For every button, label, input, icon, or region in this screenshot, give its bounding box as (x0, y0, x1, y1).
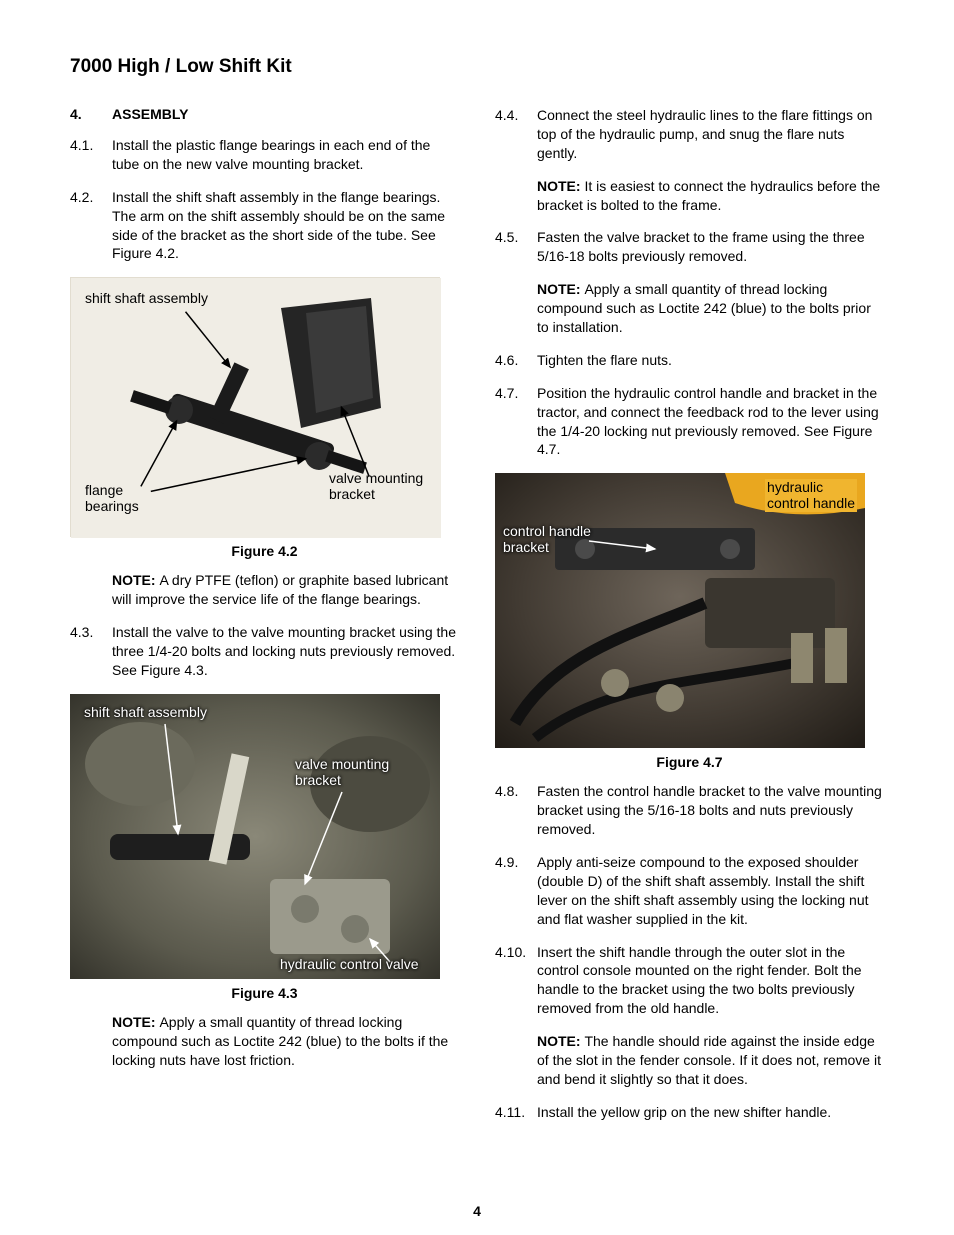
note-after-4-3: NOTE: Apply a small quantity of thread l… (112, 1013, 459, 1070)
section-number: 4. (70, 106, 112, 122)
step-4-4: 4.4. Connect the steel hydraulic lines t… (495, 106, 884, 163)
label-flange-bearings: flangebearings (85, 482, 139, 514)
page-number: 4 (0, 1203, 954, 1219)
step-4-1: 4.1. Install the plastic flange bearings… (70, 136, 459, 174)
step-4-3: 4.3. Install the valve to the valve moun… (70, 623, 459, 680)
note-label: NOTE: (537, 1033, 584, 1049)
note-text: The handle should ride against the insid… (537, 1033, 881, 1087)
figure-4-2: shift shaft assembly flangebearings valv… (70, 277, 459, 559)
right-column: 4.4. Connect the steel hydraulic lines t… (495, 106, 884, 1136)
step-4-7: 4.7. Position the hydraulic control hand… (495, 384, 884, 460)
step-4-9: 4.9. Apply anti-seize compound to the ex… (495, 853, 884, 929)
step-text: Fasten the valve bracket to the frame us… (537, 228, 884, 266)
step-text: Install the plastic flange bearings in e… (112, 136, 459, 174)
note-label: NOTE: (112, 572, 159, 588)
note-label: NOTE: (112, 1014, 159, 1030)
step-4-6: 4.6. Tighten the flare nuts. (495, 351, 884, 370)
step-number: 4.4. (495, 106, 537, 163)
note-label: NOTE: (537, 281, 584, 297)
step-text: Fasten the control handle bracket to the… (537, 782, 884, 839)
step-number: 4.2. (70, 188, 112, 264)
figure-4-3-image: shift shaft assembly valve mountingbrack… (70, 694, 440, 979)
figure-4-3: shift shaft assembly valve mountingbrack… (70, 694, 459, 1001)
step-number: 4.1. (70, 136, 112, 174)
two-column-layout: 4. ASSEMBLY 4.1. Install the plastic fla… (70, 106, 884, 1136)
note-label: NOTE: (537, 178, 584, 194)
step-text: Tighten the flare nuts. (537, 351, 884, 370)
label-control-bracket: control handlebracket (503, 523, 591, 555)
step-text: Install the valve to the valve mounting … (112, 623, 459, 680)
step-text: Connect the steel hydraulic lines to the… (537, 106, 884, 163)
note-text: It is easiest to connect the hydraulics … (537, 178, 880, 213)
left-column: 4. ASSEMBLY 4.1. Install the plastic fla… (70, 106, 459, 1136)
section-heading: 4. ASSEMBLY (70, 106, 459, 122)
note-after-4-10: NOTE: The handle should ride against the… (537, 1032, 884, 1089)
note-text: Apply a small quantity of thread locking… (537, 281, 871, 335)
step-number: 4.8. (495, 782, 537, 839)
label-hydraulic-handle: hydrauliccontrol handle (765, 479, 857, 511)
figure-4-7-caption: Figure 4.7 (495, 754, 884, 770)
section-label: ASSEMBLY (112, 106, 189, 122)
note-text: Apply a small quantity of thread locking… (112, 1014, 448, 1068)
figure-4-2-caption: Figure 4.2 (70, 543, 459, 559)
step-4-10: 4.10. Insert the shift handle through th… (495, 943, 884, 1019)
step-number: 4.11. (495, 1103, 537, 1122)
figure-4-7-callouts (495, 473, 865, 748)
label-valve-bracket: valve mountingbracket (295, 756, 389, 788)
step-number: 4.7. (495, 384, 537, 460)
step-text: Insert the shift handle through the oute… (537, 943, 884, 1019)
figure-4-3-caption: Figure 4.3 (70, 985, 459, 1001)
step-text: Apply anti-seize compound to the exposed… (537, 853, 884, 929)
figure-4-7: hydrauliccontrol handle control handlebr… (495, 473, 884, 770)
step-number: 4.10. (495, 943, 537, 1019)
label-shift-shaft: shift shaft assembly (84, 704, 207, 720)
step-text: Install the yellow grip on the new shift… (537, 1103, 884, 1122)
figure-4-3-callouts (70, 694, 440, 979)
note-after-4-4: NOTE: It is easiest to connect the hydra… (537, 177, 884, 215)
label-shift-shaft: shift shaft assembly (85, 290, 208, 306)
step-4-8: 4.8. Fasten the control handle bracket t… (495, 782, 884, 839)
step-number: 4.9. (495, 853, 537, 929)
label-valve-bracket: valve mountingbracket (329, 470, 423, 502)
page-title: 7000 High / Low Shift Kit (70, 56, 884, 78)
step-text: Position the hydraulic control handle an… (537, 384, 884, 460)
step-4-5: 4.5. Fasten the valve bracket to the fra… (495, 228, 884, 266)
step-number: 4.3. (70, 623, 112, 680)
step-4-2: 4.2. Install the shift shaft assembly in… (70, 188, 459, 264)
note-text: A dry PTFE (teflon) or graphite based lu… (112, 572, 448, 607)
step-number: 4.5. (495, 228, 537, 266)
note-after-4-2: NOTE: A dry PTFE (teflon) or graphite ba… (112, 571, 459, 609)
note-after-4-5: NOTE: Apply a small quantity of thread l… (537, 280, 884, 337)
figure-4-2-image: shift shaft assembly flangebearings valv… (70, 277, 440, 537)
figure-4-7-image: hydrauliccontrol handle control handlebr… (495, 473, 865, 748)
step-4-11: 4.11. Install the yellow grip on the new… (495, 1103, 884, 1122)
label-control-valve: hydraulic control valve (280, 956, 419, 972)
step-text: Install the shift shaft assembly in the … (112, 188, 459, 264)
step-number: 4.6. (495, 351, 537, 370)
